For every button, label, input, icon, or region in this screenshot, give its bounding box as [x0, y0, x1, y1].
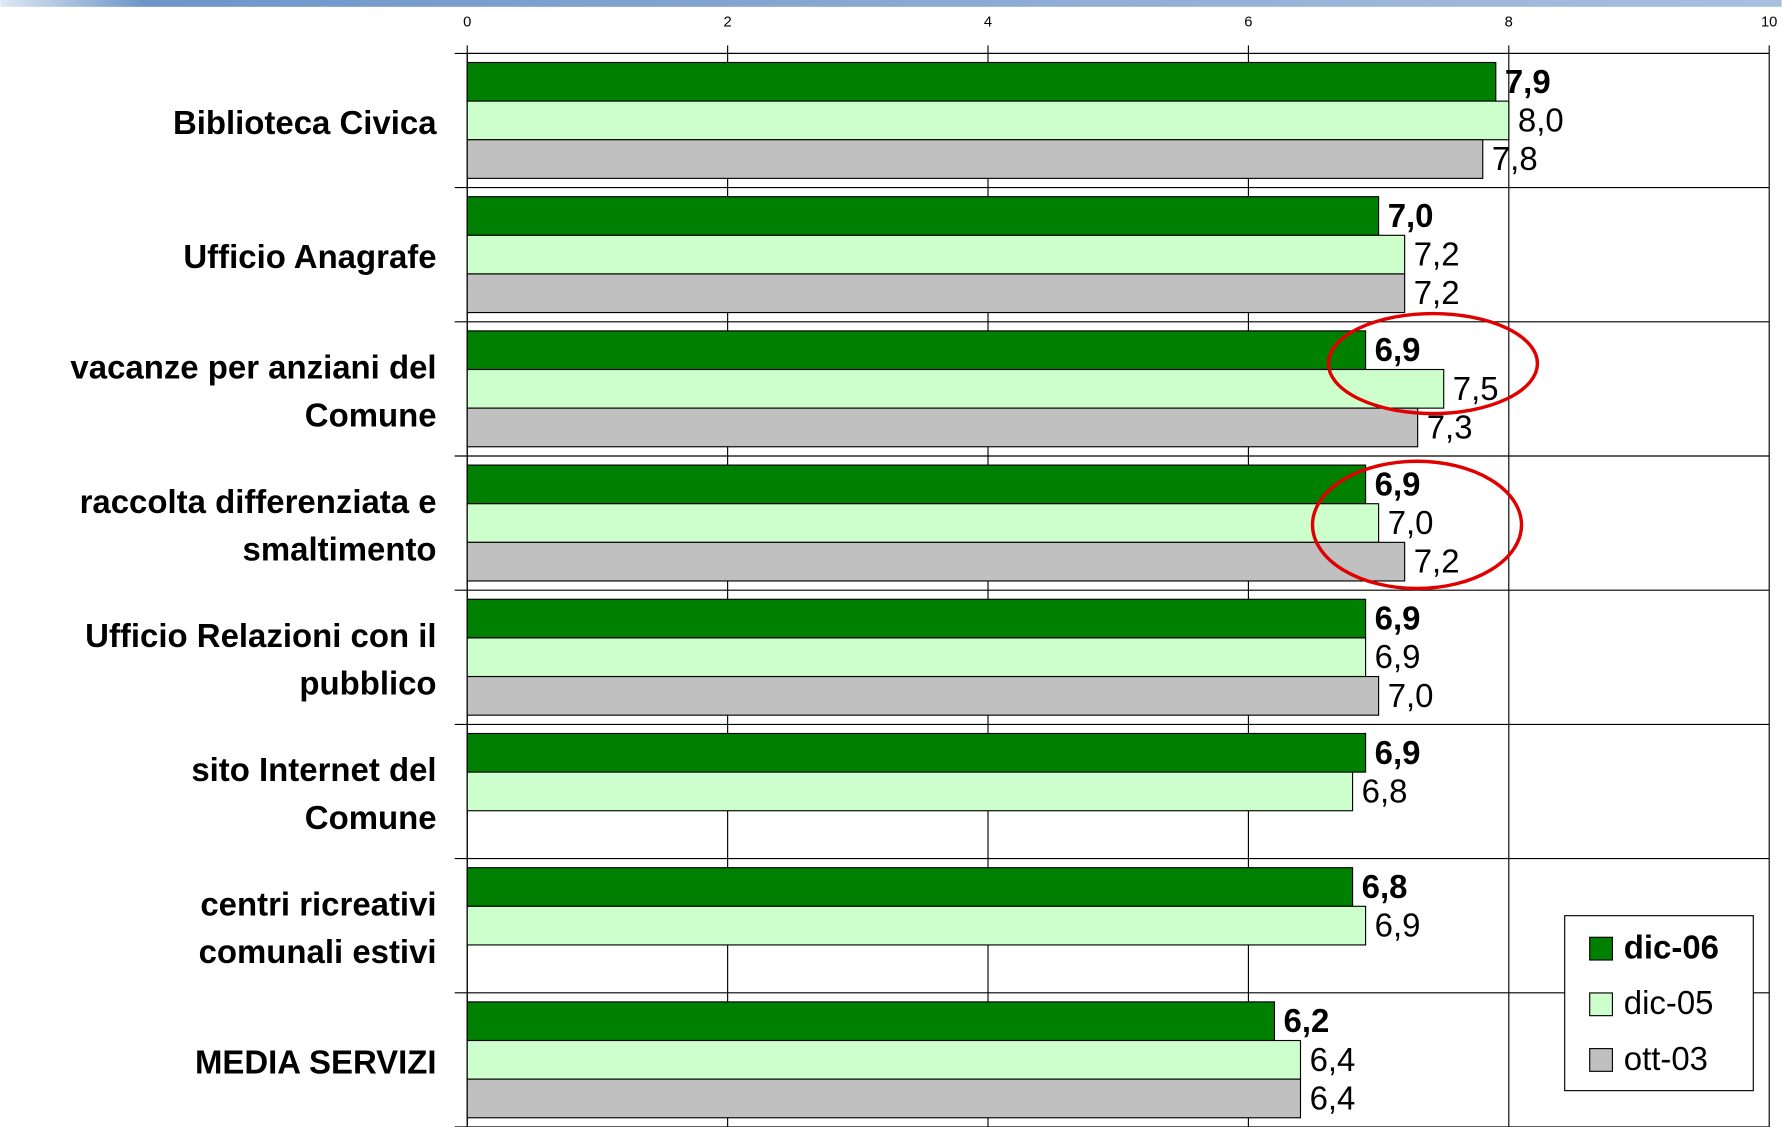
bar: [466, 771, 1354, 812]
y-tick-label: sito Internet del Comune: [191, 751, 436, 836]
y-tick-label: Ufficio Relazioni con il pubblico: [85, 617, 436, 702]
x-tick-label: 8: [1505, 15, 1513, 31]
value-label: 7,9: [1505, 63, 1551, 100]
x-tick-label: 4: [984, 15, 992, 31]
bar: [466, 196, 1380, 236]
x-tick-label: 0: [463, 15, 471, 31]
bar: [466, 867, 1354, 907]
bar: [466, 234, 1406, 275]
legend-label: dic-05: [1624, 984, 1714, 1021]
header-strip: [0, 0, 1782, 7]
value-label: 6,9: [1375, 600, 1421, 637]
bar: [466, 139, 1484, 179]
bar: [466, 637, 1367, 678]
bar: [466, 598, 1367, 639]
value-label: 6,4: [1310, 1079, 1356, 1116]
x-tick-label: 2: [724, 15, 732, 31]
bar: [466, 368, 1445, 409]
legend-label: dic-06: [1624, 928, 1719, 965]
value-label: 7,8: [1492, 140, 1538, 177]
y-tick-label: Biblioteca Civica: [173, 104, 437, 141]
y-tick-label: centri ricreativi comunali estivi: [199, 885, 437, 970]
bar: [466, 1078, 1302, 1119]
value-label: 7,0: [1388, 677, 1434, 714]
plot: 0 2 4 6 8 10 Biblioteca Civica Ufficio Anagrafe…: [70, 15, 1777, 1127]
bar: [466, 464, 1367, 505]
value-label: 7,2: [1414, 236, 1460, 273]
bar: [466, 100, 1510, 141]
value-label: 6,9: [1375, 638, 1421, 675]
value-label: 6,8: [1362, 772, 1408, 809]
value-label: 7,5: [1453, 370, 1499, 407]
bar: [466, 61, 1497, 102]
value-label: 6,2: [1284, 1002, 1330, 1039]
bar: [466, 675, 1380, 716]
y-tick-label: Ufficio Anagrafe: [183, 238, 436, 275]
bar: [466, 1039, 1302, 1080]
bar: [466, 1001, 1276, 1042]
legend-swatch: [1589, 1048, 1613, 1072]
y-tick-label: MEDIA SERVIZI: [195, 1043, 437, 1080]
value-label: 6,9: [1375, 331, 1421, 368]
bar: [466, 541, 1406, 582]
highlight-ellipse: [1310, 459, 1524, 591]
value-label: 6,9: [1375, 734, 1421, 771]
value-label: 6,9: [1375, 907, 1421, 944]
y-tick-label: raccolta differenziata e smaltimento: [80, 482, 437, 567]
value-label: 6,9: [1375, 465, 1421, 502]
bar: [466, 273, 1406, 314]
bar: [466, 503, 1380, 543]
value-label: 7,0: [1388, 197, 1434, 234]
bar: [466, 732, 1367, 773]
legend-label: ott-03: [1624, 1040, 1708, 1077]
value-label: 7,0: [1388, 504, 1434, 541]
value-label: 6,4: [1310, 1041, 1356, 1078]
legend-swatch: [1589, 936, 1613, 961]
value-label: 7,2: [1414, 543, 1460, 580]
x-tick-label: 10: [1761, 15, 1777, 31]
bar: [466, 905, 1367, 946]
legend-swatch: [1589, 992, 1613, 1017]
value-label: 6,8: [1362, 868, 1408, 905]
x-tick-label: 6: [1244, 15, 1252, 31]
value-label: 7,2: [1414, 274, 1460, 311]
y-tick-label: vacanze per anziani del Comune: [70, 348, 436, 433]
value-label: 8,0: [1518, 101, 1564, 138]
highlight-ellipse: [1326, 311, 1540, 416]
bar: [466, 407, 1419, 448]
bar: [466, 330, 1367, 371]
